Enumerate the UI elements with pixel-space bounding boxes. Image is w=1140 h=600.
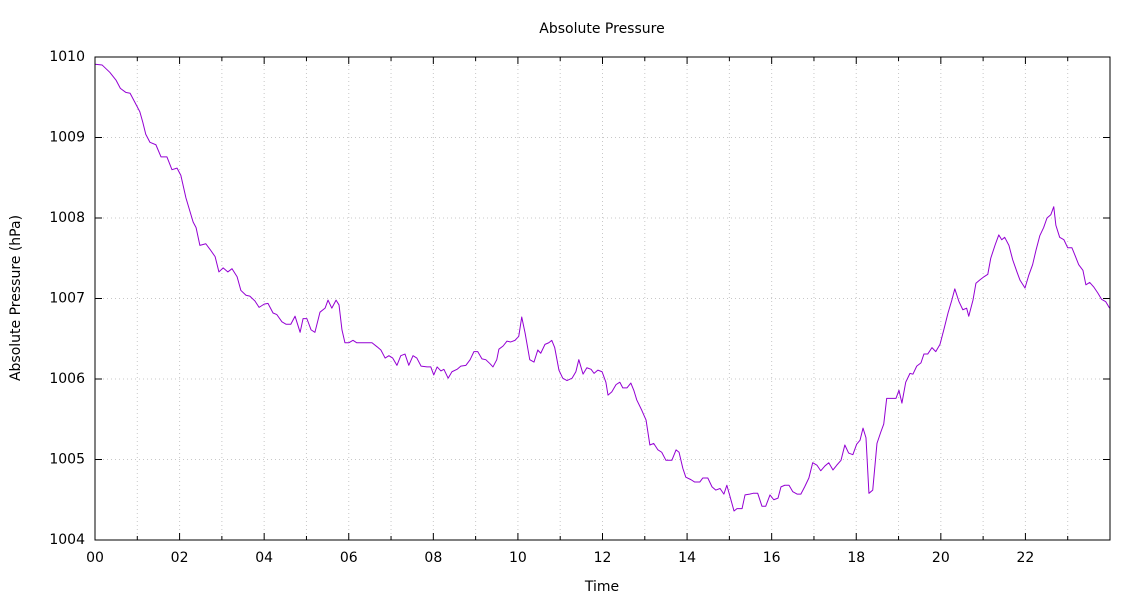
y-tick-label: 1004 — [49, 532, 85, 548]
x-tick-label: 14 — [678, 550, 696, 566]
x-tick-label: 04 — [255, 550, 273, 566]
x-tick-label: 20 — [932, 550, 950, 566]
x-tick-label: 12 — [594, 550, 612, 566]
pressure-line — [94, 63, 1111, 512]
x-tick-label: 00 — [86, 550, 104, 566]
chart-title: Absolute Pressure — [539, 21, 664, 37]
x-tick-label: 22 — [1017, 550, 1035, 566]
x-tick-label: 08 — [424, 550, 442, 566]
y-tick-label: 1007 — [49, 291, 85, 307]
y-tick-label: 1009 — [49, 130, 85, 146]
y-tick-label: 1010 — [49, 49, 85, 65]
y-tick-label: 1005 — [49, 452, 85, 468]
y-tick-label: 1008 — [49, 210, 85, 226]
y-axis-label: Absolute Pressure (hPa) — [8, 215, 24, 381]
x-axis-label: Time — [584, 579, 619, 595]
x-tick-label: 18 — [847, 550, 865, 566]
grid — [94, 56, 1110, 541]
x-tick-label: 10 — [509, 550, 527, 566]
x-tick-label: 06 — [340, 550, 358, 566]
x-tick-label: 02 — [171, 550, 189, 566]
y-tick-label: 1006 — [49, 371, 85, 387]
plot — [94, 63, 1111, 512]
x-tick-label: 16 — [763, 550, 781, 566]
